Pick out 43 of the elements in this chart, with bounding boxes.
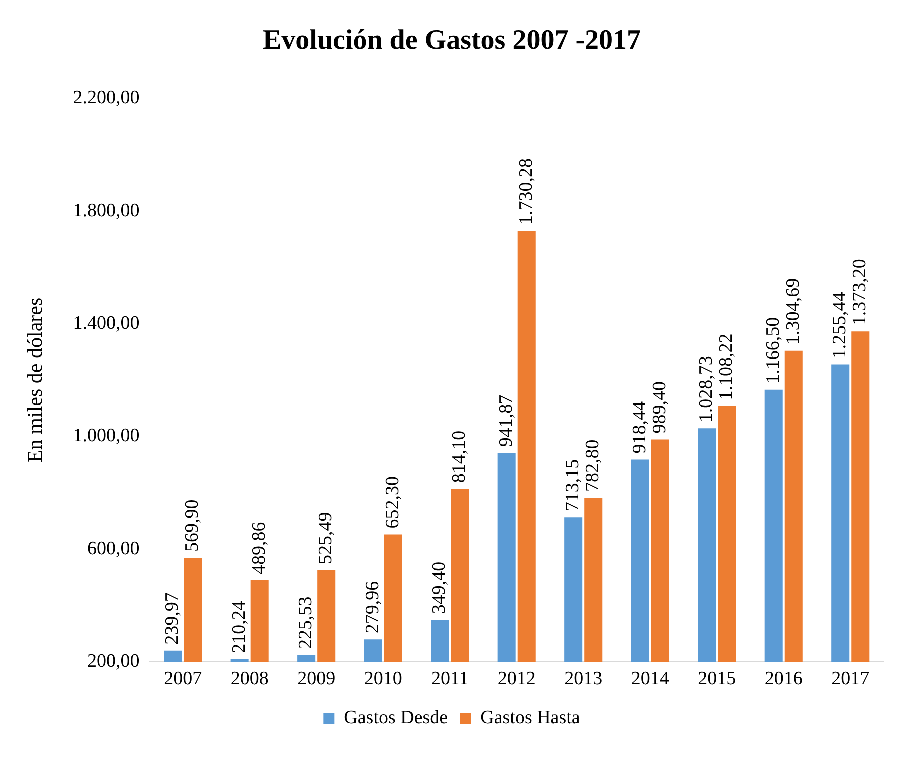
y-tick-label: 1.400,00	[73, 313, 140, 334]
x-tick-label: 2014	[631, 668, 670, 690]
x-tick-label: 2016	[764, 668, 803, 690]
y-tick-label: 200,00	[87, 651, 140, 672]
data-label: 989,40	[649, 381, 670, 434]
y-tick-label: 1.000,00	[73, 426, 140, 447]
chart-title: Evolución de Gastos 2007 -2017	[262, 25, 642, 56]
data-label: 1.730,28	[516, 158, 537, 225]
data-label: 489,86	[248, 522, 270, 575]
data-label: 918,44	[629, 400, 650, 454]
data-label: 225,53	[296, 596, 317, 650]
data-label: 210,24	[228, 600, 250, 654]
data-label: 1.166,50	[762, 317, 784, 384]
x-tick-label: 2008	[230, 668, 269, 690]
data-label: 1.028,73	[696, 356, 718, 423]
data-label: 1.108,22	[716, 334, 738, 400]
legend-label: Gastos Desde	[344, 707, 448, 728]
data-label: 941,87	[496, 394, 517, 448]
x-tick-label: 2012	[498, 668, 536, 690]
y-tick-label: 600,00	[87, 538, 140, 560]
data-label: 569,90	[182, 500, 204, 552]
data-label: 652,30	[382, 476, 404, 529]
data-label: 713,15	[562, 459, 584, 512]
data-label: 1.255,44	[830, 292, 851, 359]
x-tick-label: 2015	[698, 668, 736, 690]
x-tick-label: 2011	[431, 668, 469, 690]
data-label: 1.304,69	[782, 278, 804, 345]
data-label: 239,97	[162, 592, 184, 645]
y-tick-label: 1.800,00	[73, 200, 140, 222]
data-label: 782,80	[582, 440, 604, 492]
y-tick-label: 2.200,00	[73, 88, 140, 109]
y-axis-title: En miles de dólares	[23, 298, 48, 463]
x-tick-label: 2007	[164, 668, 202, 690]
data-label: 349,40	[429, 562, 450, 614]
data-label: 1.373,20	[850, 259, 871, 326]
x-tick-label: 2017	[832, 668, 870, 690]
x-tick-label: 2013	[564, 668, 603, 690]
legend-label: Gastos Hasta	[480, 707, 581, 728]
data-label: 525,49	[316, 512, 337, 564]
x-tick-label: 2009	[298, 668, 336, 690]
data-label: 814,10	[449, 430, 470, 484]
data-label: 279,96	[362, 581, 384, 634]
x-tick-label: 2010	[364, 668, 402, 690]
